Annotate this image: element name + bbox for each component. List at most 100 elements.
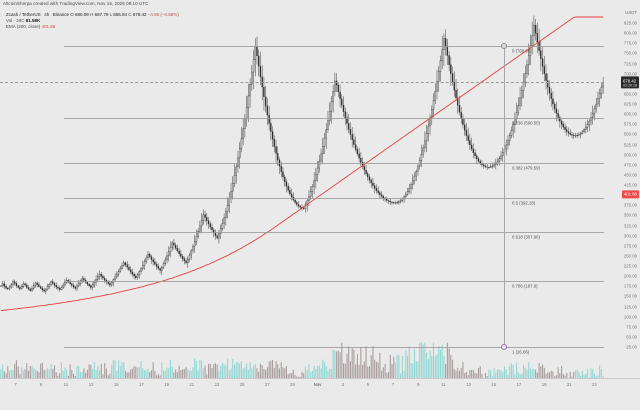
fib-level-line[interactable] (64, 198, 604, 200)
current-price-value: 678.42 (623, 77, 637, 83)
price-tick: 300.00 (623, 233, 637, 239)
legend-low-value: 656.94 (113, 12, 127, 17)
time-tick: 15 (113, 382, 119, 387)
time-tick: 19 (164, 382, 169, 387)
price-tick: 650.00 (623, 91, 637, 97)
time-tick: 21 (566, 382, 572, 387)
fib-anchor-handle-top[interactable] (501, 42, 507, 49)
legend-change-value: −4.66 (−0.68%) (147, 12, 179, 17)
fib-level-label: 0.618 (307.96) (512, 234, 540, 240)
price-tick: 775.00 (623, 40, 637, 46)
bar-countdown: 02:29:18 (623, 82, 637, 87)
price-tick: 725.00 (623, 61, 637, 67)
price-tick: 700.00 (623, 71, 637, 77)
price-tick: 500.00 (623, 152, 637, 158)
price-tick: 450.00 (623, 172, 637, 178)
time-tick: 19 (541, 382, 547, 387)
fib-level-line[interactable] (64, 118, 604, 119)
price-axis-unit: USDT (625, 10, 637, 15)
price-axis[interactable]: USDT 825.00 800.00 775.00 750.00 725.00 700.0… (604, 9, 640, 378)
axis-corner (604, 378, 640, 393)
time-tick: 7 (14, 382, 17, 387)
legend-volume-value: 81.58K (25, 18, 41, 24)
fib-level-label: 0.5 (392.28) (512, 200, 536, 206)
attribution-text: AltcoinSherpa created with TradingView.c… (3, 1, 149, 6)
time-tick: 15 (491, 382, 497, 387)
price-tick: 550.00 (623, 131, 637, 137)
legend-symbol[interactable]: Zcash / TetherUS (6, 12, 41, 17)
legend-volume-row[interactable]: Vol · 20C 81.58K (6, 18, 179, 24)
price-tick: 825.00 (623, 20, 637, 26)
price-tick: 350.00 (623, 212, 637, 218)
chart-canvas-area[interactable] (0, 9, 604, 378)
chart-pane[interactable]: 0 (768.95) 0.236 (590.50) 0.382 (479.59) 0.… (0, 9, 605, 378)
price-tick: 800.00 (623, 30, 637, 36)
price-tick: 525.00 (623, 142, 637, 147)
legend-symbol-row[interactable]: Zcash / TetherUS·4h·Binance O 680.09 H 6… (6, 12, 179, 17)
legend-close-label: C (128, 12, 132, 17)
time-tick: 9 (417, 382, 420, 387)
fib-level-line[interactable] (64, 232, 604, 234)
fib-level-label: 0 (768.95) (512, 48, 532, 54)
legend-open-label: O (70, 12, 74, 17)
price-tick: 575.00 (623, 121, 637, 127)
time-tick: 11 (441, 382, 446, 387)
time-tick: 23 (592, 382, 597, 387)
price-tick: 50.00 (626, 334, 637, 340)
legend-ema-row[interactable]: EMA (200, close) 401.86 (6, 24, 179, 30)
time-tick: 25 (239, 382, 245, 387)
fib-level-line[interactable] (64, 45, 604, 47)
price-tick: 425.00 (623, 182, 637, 188)
time-tick: Nov (313, 382, 322, 387)
current-price-line (0, 82, 604, 84)
time-tick: 13 (88, 382, 94, 387)
time-tick: 11 (63, 382, 69, 387)
legend-high-value: 687.79 (94, 12, 109, 17)
current-price-badge: 678.42 02:29:18 (621, 76, 639, 89)
price-tick: 475.00 (623, 162, 637, 168)
legend-ema-label: EMA (200, close) (6, 24, 41, 30)
legend-exchange[interactable]: Binance (52, 12, 69, 17)
fib-level-line[interactable] (64, 162, 604, 164)
price-tick: 100.00 (623, 314, 637, 320)
time-tick: 27 (264, 382, 270, 387)
legend-open-value: 680.09 (75, 12, 89, 17)
price-tick: 125.00 (623, 304, 637, 309)
price-tick: 750.00 (623, 50, 637, 56)
price-tick: 375.00 (623, 202, 637, 208)
fib-anchor-handle-bottom[interactable] (501, 343, 507, 350)
time-tick: 7 (391, 382, 395, 387)
price-tick: 150.00 (623, 293, 637, 299)
price-tick: 325.00 (623, 223, 637, 228)
legend-interval[interactable]: 4h (44, 12, 50, 17)
time-tick: 21 (189, 382, 195, 387)
ema-price-badge: 401.86 (621, 190, 639, 198)
fib-level-label: 1 (26.06) (512, 349, 530, 354)
fib-level-line[interactable] (64, 281, 604, 282)
time-axis[interactable]: 7 9 11 13 15 17 19 21 23 25 27 29 Nov 3 5 7 9 11 13 15 17 19 2… (0, 378, 604, 393)
fib-level-label: 0.382 (479.59) (512, 165, 540, 171)
legend-ema-value: 401.86 (41, 24, 56, 30)
time-tick: 17 (139, 382, 144, 387)
time-tick: 9 (39, 382, 42, 387)
price-tick: 75.00 (626, 324, 637, 330)
time-tick: 17 (516, 382, 522, 387)
symbol-legend: Zcash / TetherUS·4h·Binance O 680.09 H 6… (6, 12, 179, 31)
price-tick: 225.00 (623, 263, 637, 269)
legend-high-label: H (90, 12, 94, 17)
price-tick: 175.00 (623, 283, 637, 289)
time-tick: 5 (366, 382, 370, 387)
price-tick: 25.00 (626, 344, 637, 350)
time-tick: 23 (214, 382, 220, 387)
price-tick: 250.00 (623, 253, 637, 259)
legend-volume-label: Vol · 20C (6, 18, 25, 24)
legend-low-label: L (109, 12, 112, 17)
fib-level-label: 0.236 (590.50) (512, 120, 540, 126)
price-tick: 275.00 (623, 243, 637, 249)
price-tick: 600.00 (623, 111, 637, 117)
time-tick: 13 (466, 382, 471, 387)
fib-level-line[interactable] (64, 346, 604, 348)
time-tick: 29 (290, 382, 295, 387)
fib-anchor-line[interactable] (504, 45, 505, 347)
